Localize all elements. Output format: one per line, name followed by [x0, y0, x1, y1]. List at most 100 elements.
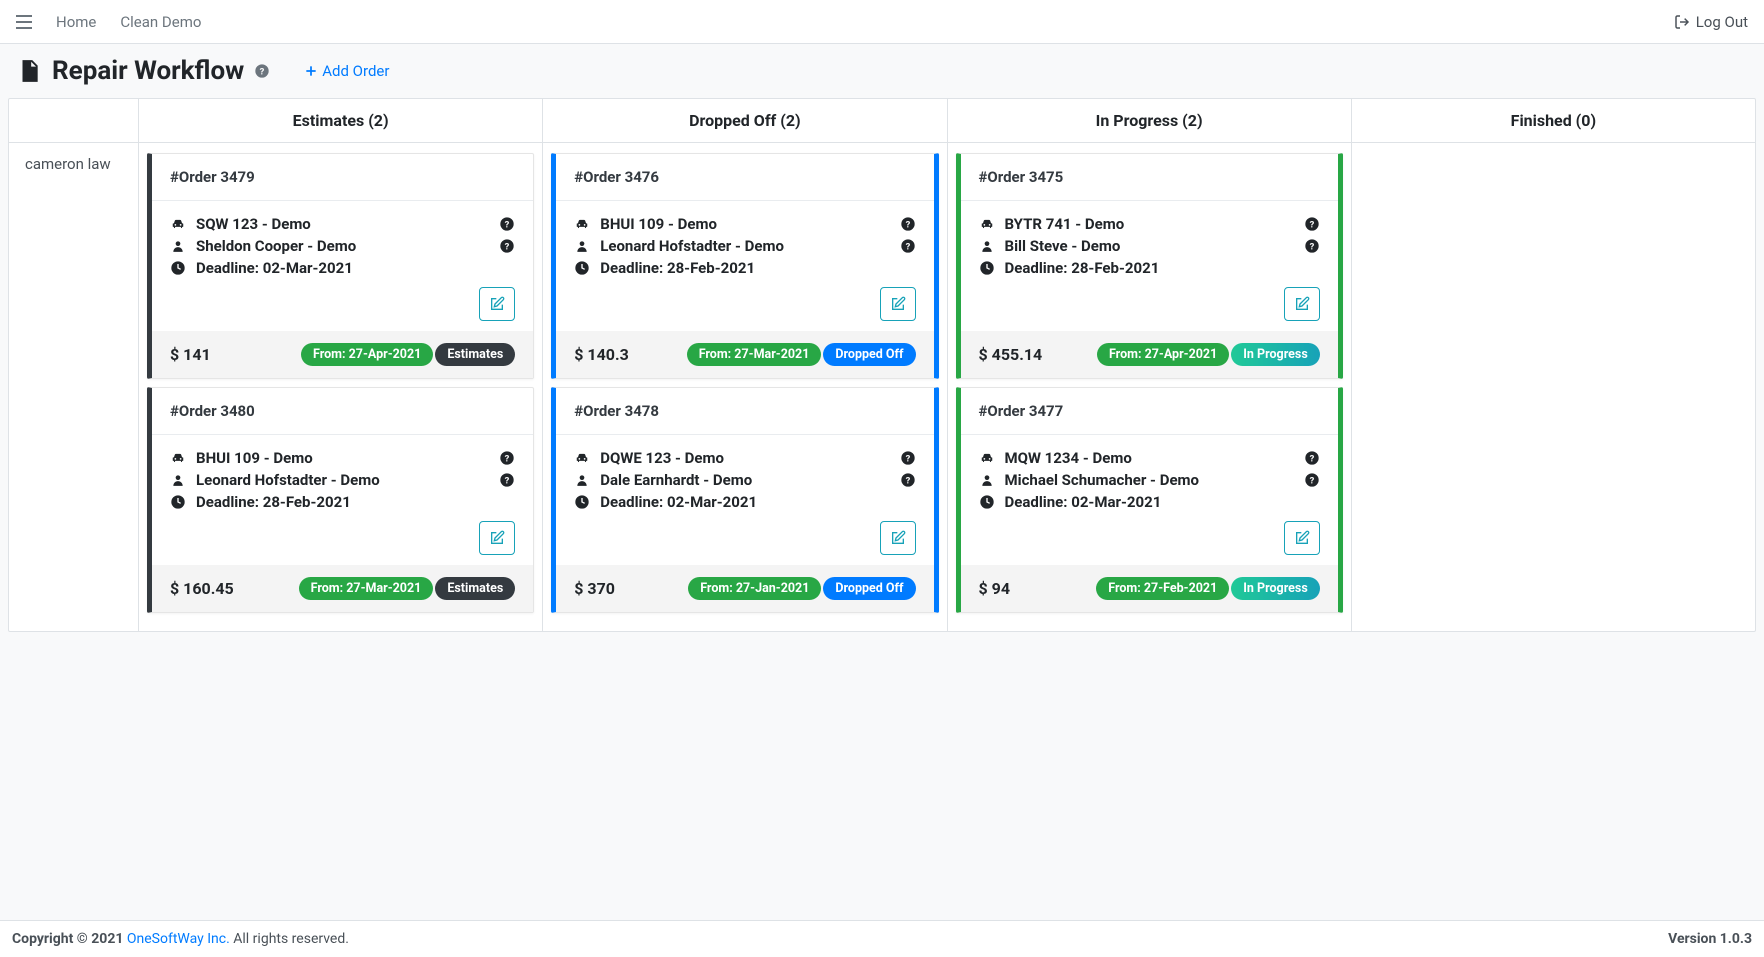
- help-icon[interactable]: ?: [900, 450, 916, 466]
- car-icon: [574, 217, 590, 231]
- svg-text:?: ?: [260, 66, 265, 77]
- edit-button[interactable]: [880, 521, 916, 555]
- page-header: Repair Workflow ? Add Order: [0, 44, 1764, 98]
- order-card[interactable]: #Order 3477 MQW 1234 - Demo? Michael Sch…: [956, 387, 1343, 613]
- page-title: Repair Workflow: [52, 56, 244, 86]
- logout-link[interactable]: Log Out: [1674, 13, 1748, 31]
- nav-clean-demo[interactable]: Clean Demo: [120, 13, 201, 31]
- footer-left: Copyright © 2021 OneSoftWay Inc. All rig…: [12, 931, 349, 947]
- user-icon: [979, 472, 995, 488]
- column-estimates: Estimates (2) #Order 3479 SQW 123 - Demo…: [139, 99, 543, 631]
- order-card[interactable]: #Order 3478 DQWE 123 - Demo? Dale Earnha…: [551, 387, 938, 613]
- user-icon: [979, 238, 995, 254]
- version-text: Version 1.0.3: [1668, 931, 1752, 947]
- svg-text:?: ?: [505, 475, 510, 486]
- price: $ 94: [979, 579, 1011, 598]
- clock-icon: [170, 260, 186, 276]
- clock-icon: [979, 494, 995, 510]
- help-icon[interactable]: ?: [499, 238, 515, 254]
- svg-text:?: ?: [1309, 241, 1314, 252]
- order-card[interactable]: #Order 3476 BHUI 109 - Demo? Leonard Hof…: [551, 153, 938, 379]
- order-card[interactable]: #Order 3475 BYTR 741 - Demo? Bill Steve …: [956, 153, 1343, 379]
- deadline-row: Deadline: 02-Mar-2021: [170, 257, 515, 279]
- svg-text:?: ?: [1309, 219, 1314, 230]
- workflow-board: cameron law Estimates (2) #Order 3479 SQ…: [8, 98, 1756, 632]
- svg-text:?: ?: [505, 241, 510, 252]
- price: $ 140.3: [574, 345, 629, 364]
- deadline-text: Deadline: 28-Feb-2021: [196, 493, 351, 511]
- customer-text: Michael Schumacher - Demo: [1005, 471, 1200, 489]
- customer-text: Leonard Hofstadter - Demo: [600, 237, 784, 255]
- rights-text: All rights reserved.: [230, 931, 349, 947]
- card-body: SQW 123 - Demo ? Sheldon Cooper - Demo ?: [152, 201, 533, 331]
- order-id: #Order 3478: [574, 402, 659, 420]
- footer: Copyright © 2021 OneSoftWay Inc. All rig…: [0, 920, 1764, 957]
- help-icon[interactable]: ?: [900, 472, 916, 488]
- order-card[interactable]: #Order 3479 SQW 123 - Demo ?: [147, 153, 534, 379]
- price: $ 160.45: [170, 579, 234, 598]
- card-footer: $ 141 From: 27-Apr-2021 Estimates: [152, 331, 533, 378]
- order-id: #Order 3477: [979, 402, 1064, 420]
- add-order-link[interactable]: Add Order: [304, 62, 389, 80]
- user-icon: [170, 238, 186, 254]
- from-pill: From: 27-Jan-2021: [688, 577, 821, 600]
- company-link[interactable]: OneSoftWay Inc.: [127, 931, 230, 947]
- order-id: #Order 3476: [574, 168, 659, 186]
- help-icon[interactable]: ?: [1304, 238, 1320, 254]
- menu-toggle-icon[interactable]: [16, 15, 32, 29]
- customer-text: Leonard Hofstadter - Demo: [196, 471, 380, 489]
- topbar: Home Clean Demo Log Out: [0, 0, 1764, 44]
- column-body: [1352, 143, 1755, 163]
- topbar-left: Home Clean Demo: [16, 13, 201, 31]
- help-icon[interactable]: ?: [254, 63, 270, 79]
- help-icon[interactable]: ?: [499, 450, 515, 466]
- vehicle-text: BYTR 741 - Demo: [1005, 215, 1125, 233]
- status-pill: Estimates: [435, 343, 515, 366]
- customer-text: Bill Steve - Demo: [1005, 237, 1121, 255]
- svg-text:?: ?: [505, 453, 510, 464]
- vehicle-row: SQW 123 - Demo ?: [170, 213, 515, 235]
- order-id: #Order 3475: [979, 168, 1064, 186]
- card-header: #Order 3479: [152, 154, 533, 201]
- svg-text:?: ?: [905, 453, 910, 464]
- edit-button[interactable]: [479, 521, 515, 555]
- help-icon[interactable]: ?: [499, 216, 515, 232]
- help-icon[interactable]: ?: [1304, 216, 1320, 232]
- help-icon[interactable]: ?: [1304, 450, 1320, 466]
- row-label: cameron law: [9, 143, 138, 185]
- price: $ 370: [574, 579, 615, 598]
- svg-text:?: ?: [1309, 475, 1314, 486]
- order-id: #Order 3479: [170, 168, 255, 186]
- help-icon[interactable]: ?: [499, 472, 515, 488]
- edit-button[interactable]: [1284, 287, 1320, 321]
- copyright-text: Copyright © 2021: [12, 931, 127, 947]
- car-icon: [170, 451, 186, 465]
- vehicle-text: DQWE 123 - Demo: [600, 449, 724, 467]
- edit-button[interactable]: [880, 287, 916, 321]
- edit-button[interactable]: [479, 287, 515, 321]
- help-icon[interactable]: ?: [1304, 472, 1320, 488]
- from-pill: From: 27-Apr-2021: [1097, 343, 1229, 366]
- edit-button[interactable]: [1284, 521, 1320, 555]
- from-pill: From: 27-Mar-2021: [299, 577, 434, 600]
- svg-text:?: ?: [1309, 453, 1314, 464]
- svg-text:?: ?: [905, 219, 910, 230]
- car-icon: [979, 217, 995, 231]
- column-in-progress: In Progress (2) #Order 3475 BYTR 741 - D…: [948, 99, 1352, 631]
- svg-text:?: ?: [905, 241, 910, 252]
- column-header: Dropped Off (2): [543, 99, 946, 143]
- car-icon: [574, 451, 590, 465]
- order-card[interactable]: #Order 3480 BHUI 109 - Demo? Leonard Hof…: [147, 387, 534, 613]
- help-icon[interactable]: ?: [900, 216, 916, 232]
- page-title-wrap: Repair Workflow ?: [16, 56, 270, 86]
- user-icon: [574, 238, 590, 254]
- columns-container: Estimates (2) #Order 3479 SQW 123 - Demo…: [139, 99, 1755, 631]
- deadline-text: Deadline: 02-Mar-2021: [600, 493, 757, 511]
- nav-home[interactable]: Home: [56, 13, 96, 31]
- deadline-text: Deadline: 28-Feb-2021: [600, 259, 755, 277]
- help-icon[interactable]: ?: [900, 238, 916, 254]
- from-pill: From: 27-Mar-2021: [687, 343, 822, 366]
- from-pill: From: 27-Apr-2021: [301, 343, 433, 366]
- logout-icon: [1674, 14, 1690, 30]
- from-pill: From: 27-Feb-2021: [1096, 577, 1229, 600]
